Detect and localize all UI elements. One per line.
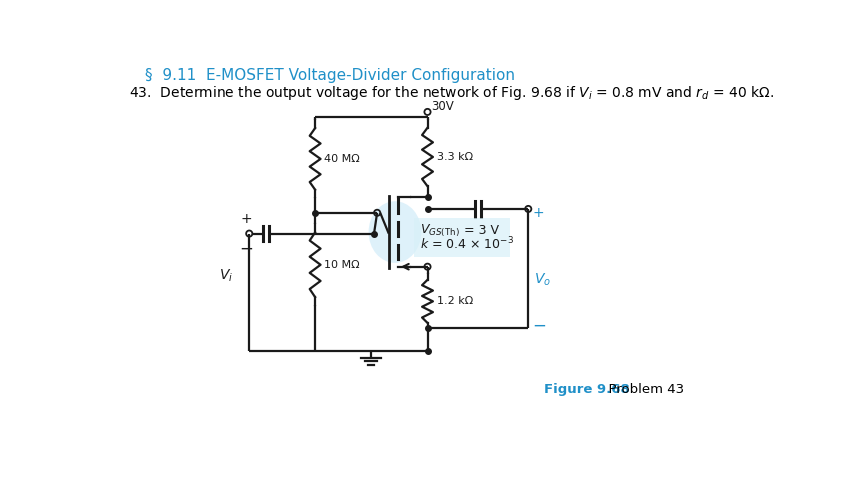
Ellipse shape	[368, 201, 421, 263]
Text: −: −	[532, 317, 546, 335]
Text: = 3 V: = 3 V	[464, 224, 499, 237]
Text: 3.3 kΩ: 3.3 kΩ	[437, 152, 473, 162]
Text: +: +	[241, 212, 252, 226]
Text: $k$ = 0.4 × 10$^{-3}$: $k$ = 0.4 × 10$^{-3}$	[420, 236, 514, 253]
Text: +: +	[532, 206, 544, 220]
Text: $V_i$: $V_i$	[219, 268, 233, 284]
Text: 40 MΩ: 40 MΩ	[324, 154, 360, 164]
Text: 10 MΩ: 10 MΩ	[324, 260, 360, 270]
Text: 43.  Determine the output voltage for the network of Fig. 9.68 if $V_i$ = 0.8 mV: 43. Determine the output voltage for the…	[129, 84, 774, 102]
Text: Problem 43: Problem 43	[601, 383, 684, 396]
Text: $V_{GS(\rm{Th})}$: $V_{GS(\rm{Th})}$	[420, 222, 460, 239]
Text: $V_o$: $V_o$	[534, 272, 551, 289]
FancyBboxPatch shape	[413, 218, 510, 257]
Text: Figure 9.68: Figure 9.68	[544, 383, 629, 396]
Text: §  9.11  E-MOSFET Voltage-Divider Configuration: § 9.11 E-MOSFET Voltage-Divider Configur…	[145, 68, 515, 83]
Text: 1.2 kΩ: 1.2 kΩ	[437, 296, 473, 306]
Text: 30V: 30V	[431, 99, 454, 113]
Text: −: −	[239, 240, 253, 258]
